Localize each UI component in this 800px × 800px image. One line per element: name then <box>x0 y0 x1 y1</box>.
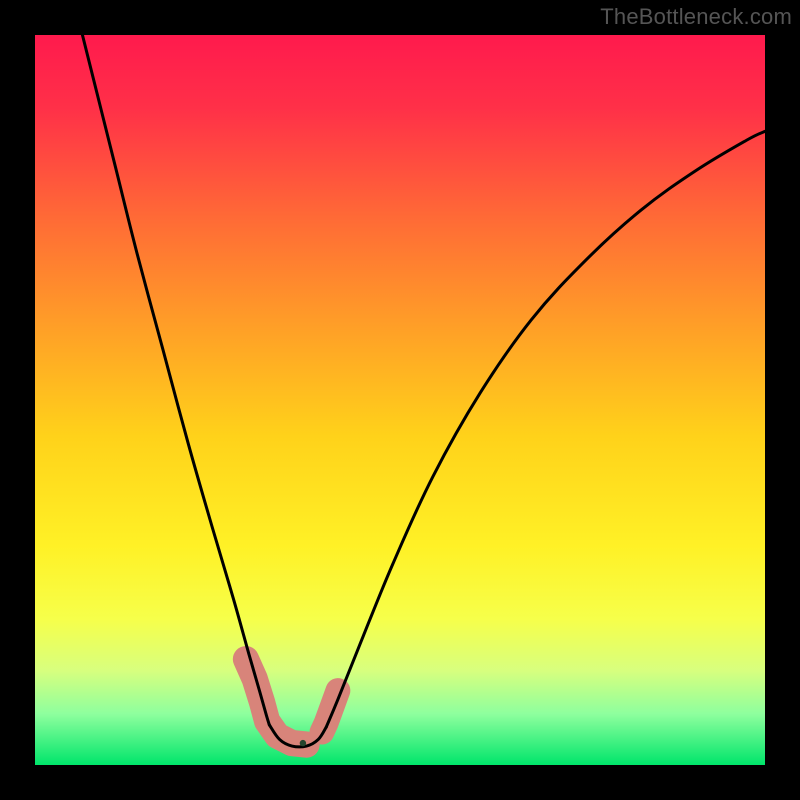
valley-marker <box>300 740 306 746</box>
watermark-label: TheBottleneck.com <box>600 4 792 30</box>
right-blob <box>322 691 338 733</box>
chart-stage: TheBottleneck.com <box>0 0 800 800</box>
plot-gradient <box>35 35 765 765</box>
bottleneck-chart <box>0 0 800 800</box>
